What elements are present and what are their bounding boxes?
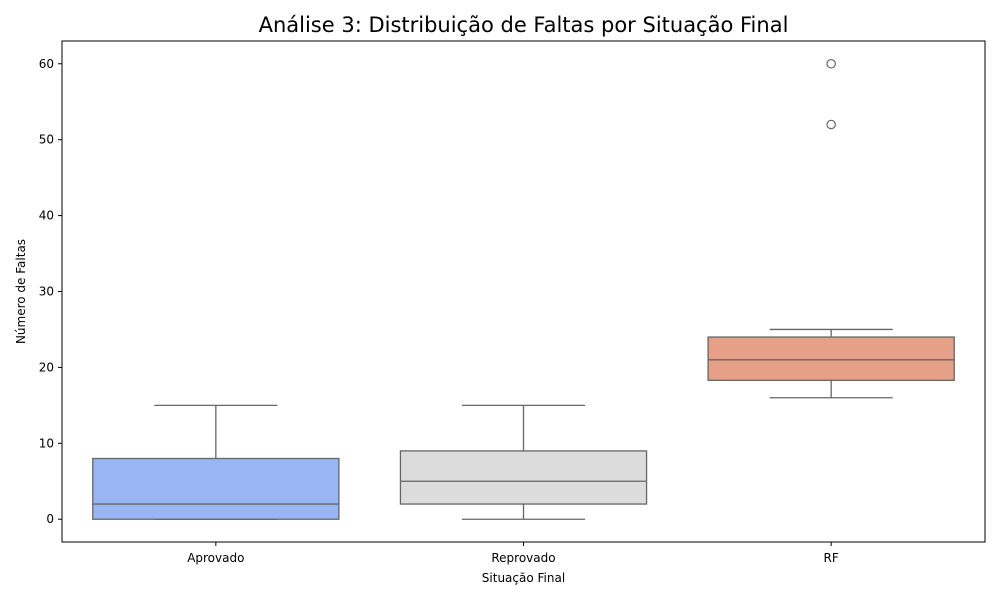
box-iqr [707, 336, 955, 381]
y-axis: 0 10 20 30 40 50 60 [39, 57, 62, 526]
box-aprovado [92, 404, 340, 520]
outlier-point [826, 119, 836, 130]
box-iqr [92, 457, 340, 520]
y-tick-label: 40 [39, 209, 54, 223]
chart-title: Análise 3: Distribuição de Faltas por Si… [259, 13, 789, 37]
x-tick-label: Aprovado [187, 551, 244, 565]
x-axis: Aprovado Reprovado RF [187, 542, 839, 565]
y-tick-label: 0 [46, 512, 54, 526]
y-tick-label: 50 [39, 133, 54, 147]
box-iqr [399, 450, 648, 505]
x-tick-label: Reprovado [491, 551, 555, 565]
x-axis-title: Situação Final [482, 571, 565, 585]
y-tick-label: 60 [39, 57, 54, 71]
boxes-group [92, 58, 955, 520]
y-axis-title: Número de Faltas [14, 239, 28, 344]
y-tick-label: 10 [39, 436, 54, 450]
outlier-point [826, 58, 836, 69]
y-tick-label: 20 [39, 360, 54, 374]
y-tick-label: 30 [39, 285, 54, 299]
box-rf [707, 58, 955, 399]
box-reprovado [399, 404, 648, 520]
x-tick-label: RF [824, 551, 839, 565]
